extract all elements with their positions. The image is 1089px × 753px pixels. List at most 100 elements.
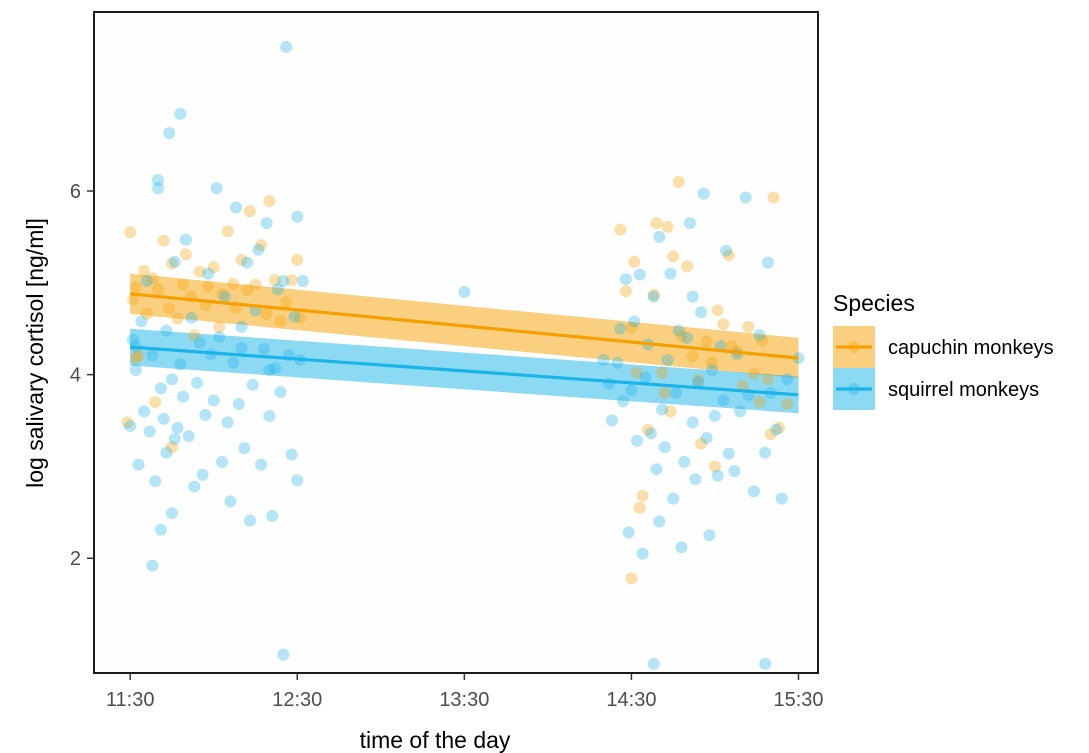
data-point-capuchin-monkeys [700, 335, 713, 348]
data-point-squirrel-monkeys [140, 274, 153, 287]
fit-line-capuchin-monkeys [130, 292, 799, 360]
data-point-squirrel-monkeys [291, 474, 304, 487]
legend-label: capuchin monkeys [888, 337, 1054, 359]
y-tick-label: 6 [70, 181, 81, 203]
data-point-capuchin-monkeys [241, 284, 254, 297]
data-point-squirrel-monkeys [129, 364, 142, 377]
data-point-capuchin-monkeys [661, 220, 674, 233]
data-point-capuchin-monkeys [625, 572, 638, 585]
data-point-capuchin-monkeys [642, 423, 655, 436]
data-point-squirrel-monkeys [202, 267, 215, 280]
y-tick-label: 4 [70, 365, 81, 387]
data-point-squirrel-monkeys [633, 268, 646, 281]
data-point-squirrel-monkeys [605, 414, 618, 427]
plot-panel-border [93, 11, 819, 674]
data-point-squirrel-monkeys [622, 526, 635, 539]
data-point-squirrel-monkeys [246, 378, 259, 391]
data-point-squirrel-monkeys [207, 394, 220, 407]
legend-title: Species [833, 290, 915, 316]
data-point-squirrel-monkeys [611, 356, 624, 369]
data-point-squirrel-monkeys [146, 349, 159, 362]
data-point-squirrel-monkeys [213, 330, 226, 343]
data-point-squirrel-monkeys [171, 421, 184, 434]
data-point-capuchin-monkeys [717, 318, 730, 331]
data-point-capuchin-monkeys [269, 274, 281, 287]
x-tick-label: 11:30 [106, 689, 155, 711]
data-point-squirrel-monkeys [759, 446, 772, 459]
data-point-squirrel-monkeys [675, 541, 688, 554]
data-point-squirrel-monkeys [636, 547, 649, 560]
data-point-squirrel-monkeys [168, 255, 181, 268]
data-point-squirrel-monkeys [154, 523, 167, 536]
data-point-capuchin-monkeys [129, 281, 142, 294]
data-point-capuchin-monkeys [163, 302, 176, 315]
data-point-squirrel-monkeys [697, 187, 710, 200]
data-point-squirrel-monkeys [296, 274, 309, 287]
data-point-capuchin-monkeys [291, 253, 304, 266]
data-point-squirrel-monkeys [689, 473, 702, 486]
data-point-capuchin-monkeys [672, 175, 685, 188]
data-point-squirrel-monkeys [597, 353, 610, 366]
data-point-squirrel-monkeys [706, 364, 719, 377]
data-point-capuchin-monkeys [235, 253, 248, 266]
data-point-capuchin-monkeys [631, 366, 643, 379]
data-point-squirrel-monkeys [185, 311, 198, 324]
data-point-squirrel-monkeys [700, 431, 713, 444]
data-point-squirrel-monkeys [255, 458, 268, 471]
legend-item-capuchin-monkeys: capuchin monkeys [833, 326, 1054, 368]
data-point-squirrel-monkeys [770, 423, 783, 436]
data-point-squirrel-monkeys [238, 442, 251, 455]
legend-label: squirrel monkeys [888, 379, 1039, 401]
data-point-squirrel-monkeys [232, 398, 245, 411]
data-point-squirrel-monkeys [157, 412, 170, 425]
data-point-capuchin-monkeys [188, 329, 201, 342]
data-point-squirrel-monkeys [285, 448, 298, 461]
legend: Species capuchin monkeys squirrel monkeys [833, 290, 1054, 410]
data-point-capuchin-monkeys [756, 334, 769, 347]
data-point-capuchin-monkeys [280, 296, 293, 309]
data-point-squirrel-monkeys [269, 362, 281, 375]
data-point-capuchin-monkeys [202, 280, 215, 293]
axes: 11:30 12:30 13:30 14:30 15:30 2 4 6 [70, 181, 824, 711]
data-point-squirrel-monkeys [703, 529, 716, 542]
data-point-capuchin-monkeys [165, 257, 178, 270]
data-point-capuchin-monkeys [675, 330, 688, 343]
data-point-squirrel-monkeys [227, 356, 240, 369]
data-point-capuchin-monkeys [722, 249, 735, 262]
data-point-capuchin-monkeys [165, 441, 178, 454]
data-point-capuchin-monkeys [695, 437, 708, 450]
data-point-capuchin-monkeys [753, 396, 766, 409]
data-point-squirrel-monkeys [277, 274, 290, 287]
data-point-squirrel-monkeys [291, 210, 304, 223]
data-point-capuchin-monkeys [207, 261, 220, 274]
data-point-capuchin-monkeys [625, 321, 638, 334]
fit-line-squirrel-monkeys [130, 345, 799, 397]
data-point-squirrel-monkeys [257, 342, 270, 355]
data-point-capuchin-monkeys [742, 320, 755, 333]
data-point-squirrel-monkeys [656, 403, 669, 416]
data-point-squirrel-monkeys [154, 382, 167, 395]
data-point-squirrel-monkeys [728, 465, 741, 478]
data-point-capuchin-monkeys [708, 460, 721, 473]
data-point-capuchin-monkeys [747, 367, 760, 380]
data-point-squirrel-monkeys [132, 458, 145, 471]
data-point-squirrel-monkeys [775, 492, 788, 505]
x-tick-label: 13:30 [439, 689, 489, 711]
data-point-squirrel-monkeys [124, 420, 137, 433]
data-points [121, 40, 805, 670]
data-point-squirrel-monkeys [628, 315, 641, 328]
data-point-squirrel-monkeys [619, 273, 632, 286]
data-point-capuchin-monkeys [628, 255, 641, 268]
data-point-squirrel-monkeys [647, 290, 660, 303]
data-point-squirrel-monkeys [686, 416, 699, 429]
data-point-squirrel-monkeys [235, 342, 248, 355]
data-point-squirrel-monkeys [650, 463, 663, 476]
data-point-capuchin-monkeys [146, 272, 159, 285]
data-point-capuchin-monkeys [255, 239, 268, 252]
data-point-capuchin-monkeys [664, 405, 677, 418]
data-point-capuchin-monkeys [132, 349, 145, 362]
data-point-capuchin-monkeys [650, 217, 663, 230]
data-point-squirrel-monkeys [260, 217, 273, 230]
data-point-capuchin-monkeys [274, 315, 287, 328]
